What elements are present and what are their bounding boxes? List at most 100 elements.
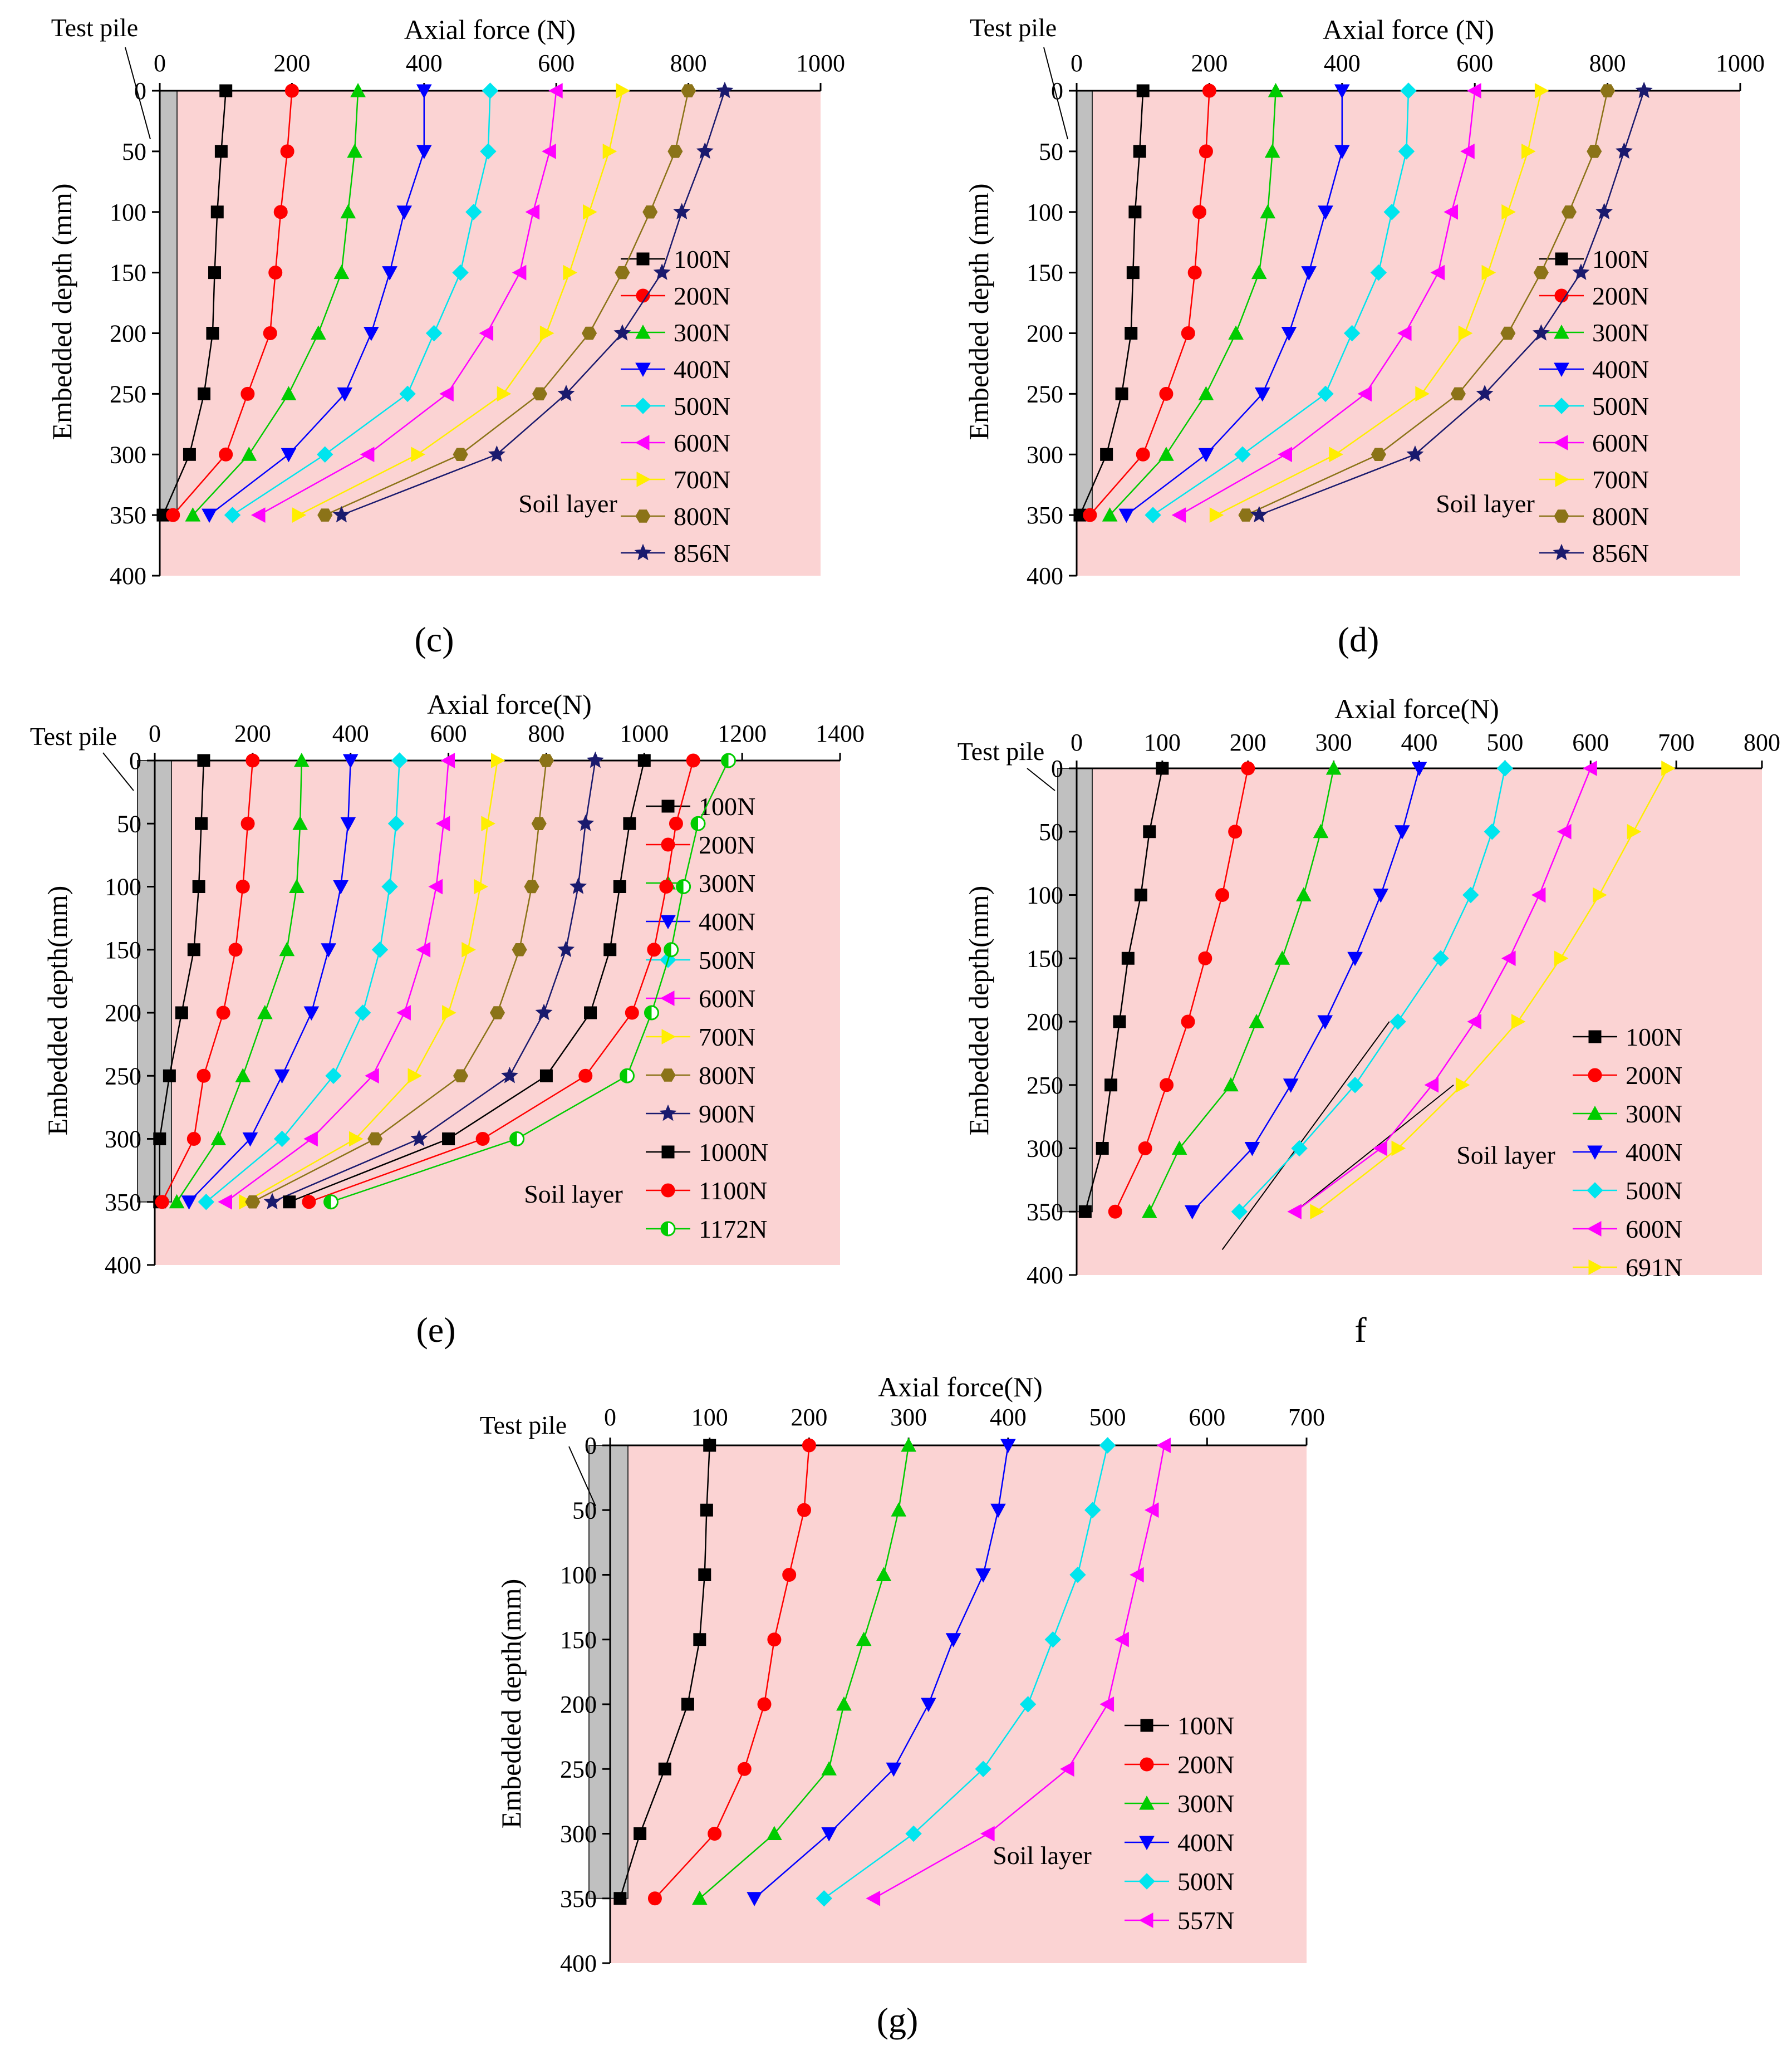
data-point <box>1156 762 1169 775</box>
legend-label: 700N <box>699 1023 755 1051</box>
x-tick-label: 200 <box>1191 50 1228 77</box>
data-point <box>1561 205 1577 219</box>
data-point <box>153 1132 166 1145</box>
x-tick-label: 700 <box>1288 1404 1325 1431</box>
data-point <box>1000 1439 1016 1454</box>
data-point <box>323 1194 339 1210</box>
data-point <box>1450 387 1466 401</box>
data-point <box>644 1005 659 1021</box>
chart-panel-g: 0 100 200 300 400 500 600 700 0 50 100 150 200 250 300… <box>480 1371 1325 2040</box>
series-600N <box>218 753 455 1210</box>
panel-label: f <box>1354 1310 1367 1350</box>
data-point <box>1241 761 1255 776</box>
data-point <box>453 1069 469 1083</box>
y-tick-label: 50 <box>572 1497 597 1524</box>
data-point <box>1317 1015 1333 1030</box>
data-point <box>303 1131 318 1147</box>
soil-layer-label: Soil layer <box>518 489 617 518</box>
y-tick-label: 0 <box>585 1432 597 1459</box>
series-300N <box>692 1437 916 1905</box>
data-point <box>1084 1502 1101 1518</box>
data-point <box>216 1006 230 1020</box>
legend-label: 691N <box>1626 1253 1682 1282</box>
data-point <box>1268 82 1284 97</box>
series-400N <box>181 754 359 1210</box>
data-point <box>1108 1204 1122 1219</box>
legend-marker <box>1587 1145 1603 1160</box>
series-line <box>1191 768 1420 1213</box>
data-point <box>548 83 563 99</box>
data-point <box>206 327 219 340</box>
data-point <box>442 1005 456 1021</box>
legend-marker <box>1555 472 1570 487</box>
legend-label: 1000N <box>699 1138 768 1166</box>
legend-label: 700N <box>674 465 730 494</box>
data-point <box>1115 1631 1129 1647</box>
y-tick-label: 0 <box>1051 755 1063 782</box>
data-point <box>721 753 737 768</box>
data-point <box>1171 1140 1187 1155</box>
data-point <box>488 445 505 462</box>
series-line <box>1259 90 1645 516</box>
y-tick-label: 300 <box>110 441 146 468</box>
legend-entry: 400N <box>621 355 730 384</box>
legend-entry: 200N <box>1539 282 1649 310</box>
data-point <box>1234 446 1251 463</box>
legend-marker <box>659 1104 677 1121</box>
data-point <box>169 1194 185 1209</box>
data-point <box>1100 448 1113 461</box>
test-pile-pointer <box>1043 47 1068 140</box>
series-line <box>161 760 254 1203</box>
data-point <box>257 1004 273 1019</box>
data-point <box>1192 205 1207 219</box>
data-point <box>816 1890 832 1907</box>
data-point <box>195 817 208 830</box>
data-point <box>202 508 217 523</box>
series-800N <box>1238 84 1616 522</box>
panel-label: (d) <box>1338 620 1379 659</box>
data-point <box>692 1890 708 1905</box>
legend-label: 300N <box>674 318 730 347</box>
test-pile <box>159 90 178 516</box>
x-tick-label: 600 <box>538 50 575 77</box>
data-point <box>185 507 201 522</box>
data-point <box>1310 1204 1324 1220</box>
data-point <box>603 943 617 957</box>
data-point <box>1128 205 1142 219</box>
data-point <box>586 751 604 768</box>
y-tick-label: 200 <box>1027 320 1063 347</box>
y-axis-title: Embedded depth (mm) <box>46 184 77 440</box>
x-tick-label: 800 <box>1589 50 1626 77</box>
data-point <box>1373 1140 1387 1156</box>
data-point <box>1458 325 1473 341</box>
data-point <box>360 447 375 463</box>
data-point <box>1572 263 1590 280</box>
data-point <box>1533 266 1549 279</box>
data-point <box>1481 264 1496 281</box>
data-point <box>658 1762 671 1776</box>
y-tick-label: 150 <box>110 259 146 287</box>
data-point <box>1291 1140 1308 1157</box>
soil-layer-label: Soil layer <box>524 1180 623 1208</box>
legend-entry: 200N <box>1573 1061 1682 1090</box>
data-point <box>482 82 499 99</box>
data-point <box>1260 204 1276 219</box>
legend-entry: 300N <box>1125 1789 1234 1818</box>
data-point <box>333 880 348 895</box>
data-point <box>975 1760 991 1777</box>
data-point <box>637 754 651 767</box>
data-point <box>578 1068 593 1083</box>
legend-entry: 300N <box>621 318 730 347</box>
data-point <box>1113 1015 1126 1028</box>
legend-entry: 800N <box>621 502 730 531</box>
chart-panel-c: 0 200 400 600 800 1000 0 50 100 150 200 250 300 350 40… <box>46 13 845 659</box>
series-200N <box>1083 84 1216 522</box>
legend-entry: 100N <box>1539 245 1649 273</box>
data-point <box>1184 1205 1200 1220</box>
series-100N <box>613 1439 716 1905</box>
data-point <box>667 145 683 158</box>
data-point <box>531 817 547 831</box>
series-line <box>873 1445 1165 1899</box>
data-point <box>198 387 211 400</box>
legend-entry: 1000N <box>646 1138 768 1166</box>
